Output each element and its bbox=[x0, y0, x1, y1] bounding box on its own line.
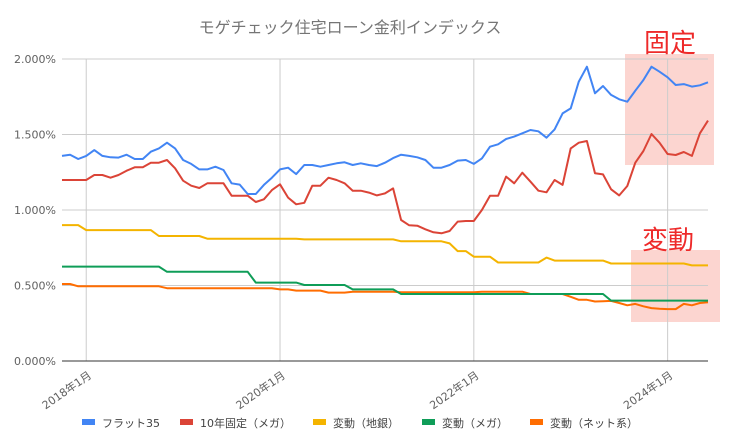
highlight-box-fixed bbox=[625, 54, 714, 165]
series-line-2 bbox=[62, 224, 708, 267]
y-tick-label: 2.000% bbox=[14, 53, 56, 66]
y-tick-label: 1.000% bbox=[14, 204, 56, 217]
series-line-1 bbox=[62, 120, 709, 235]
legend-label: 10年固定（メガ） bbox=[200, 416, 291, 430]
series-line-0 bbox=[61, 65, 709, 195]
legend-label: 変動（メガ） bbox=[442, 416, 508, 430]
legend-swatch bbox=[422, 419, 435, 425]
chart-title: モゲチェック住宅ローン金利インデックス bbox=[199, 18, 502, 37]
x-tick-label: 2024年1月 bbox=[621, 368, 676, 412]
legend-swatch bbox=[180, 419, 193, 425]
legend-swatch bbox=[530, 419, 543, 425]
y-tick-label: 0.000% bbox=[14, 355, 56, 368]
y-tick-label: 1.500% bbox=[14, 129, 56, 142]
legend-label: フラット35 bbox=[102, 417, 160, 430]
y-tick-label: 0.500% bbox=[14, 280, 56, 293]
annotation-fixed: 固定 bbox=[644, 29, 696, 59]
legend: フラット35 10年固定（メガ） 変動（地銀） 変動（メガ） 変動（ネット系） bbox=[82, 416, 638, 430]
series-line-4 bbox=[62, 283, 709, 311]
legend-label: 変動（ネット系） bbox=[550, 416, 638, 430]
x-tick-label: 2020年1月 bbox=[233, 368, 288, 412]
annotation-variable: 変動 bbox=[642, 226, 694, 256]
x-tick-label: 2022年1月 bbox=[427, 368, 482, 412]
series-line-3 bbox=[62, 265, 708, 302]
legend-swatch bbox=[82, 419, 95, 425]
x-tick-label: 2018年1月 bbox=[39, 368, 94, 412]
legend-label: 変動（地銀） bbox=[333, 416, 399, 430]
legend-swatch bbox=[313, 419, 326, 425]
